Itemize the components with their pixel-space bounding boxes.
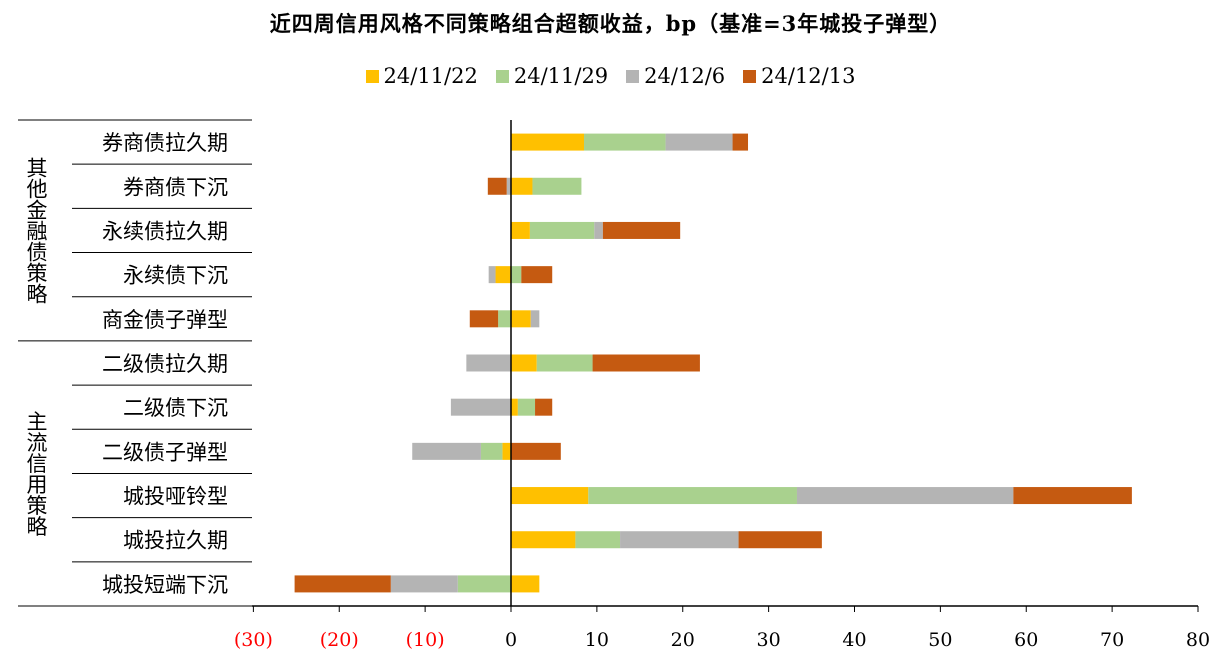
legend-label-s0: 24/11/22 — [383, 64, 478, 88]
bar-5-series-0 — [511, 354, 537, 372]
x-tick-label-4: 10 — [585, 629, 609, 651]
x-tick-label-7: 40 — [842, 629, 866, 651]
bar-0-series-0 — [511, 133, 584, 151]
bar-4-series-0 — [511, 310, 531, 328]
bar-8-series-2 — [796, 487, 1014, 505]
bar-9-series-2 — [620, 531, 739, 549]
legend-swatch-s3 — [743, 69, 757, 83]
legend-label-s1: 24/11/29 — [513, 64, 609, 88]
bar-7-series-3 — [511, 442, 561, 460]
category-label-5: 二级债拉久期 — [102, 352, 228, 376]
legend-swatch-s2 — [626, 69, 640, 83]
x-tick-label-11: 80 — [1186, 629, 1210, 651]
category-label-6: 二级债下沉 — [123, 396, 228, 420]
x-tick-label-0: (30) — [234, 629, 273, 651]
x-tick-label-5: 20 — [671, 629, 695, 651]
bar-0-series-3 — [732, 133, 749, 151]
x-tick-label-9: 60 — [1014, 629, 1038, 651]
bar-3-series-0 — [495, 266, 511, 284]
legend-label-s3: 24/12/13 — [761, 64, 856, 88]
x-tick-label-2: (10) — [406, 629, 445, 651]
bar-9-series-3 — [738, 531, 822, 549]
category-label-7: 二级债子弹型 — [102, 440, 228, 464]
x-tick-label-8: 50 — [928, 629, 952, 651]
bar-5-series-2 — [466, 354, 511, 372]
bar-1-series-0 — [511, 177, 533, 195]
legend-item-s3: 24/12/13 — [743, 64, 855, 88]
bar-4-series-2 — [530, 310, 540, 328]
chart-legend: 24/11/22 24/11/29 24/12/6 24/12/13 — [0, 64, 1221, 88]
chart-title: 近四周信用风格不同策略组合超额收益，bp（基准=3年城投子弹型） — [269, 11, 952, 36]
legend-item-s1: 24/11/29 — [495, 64, 609, 88]
category-label-4: 商金债子弹型 — [102, 308, 228, 332]
category-label-3: 永续债下沉 — [123, 264, 228, 288]
bar-9-series-0 — [511, 531, 576, 549]
bar-6-series-0 — [511, 398, 518, 416]
legend-swatch-s0 — [365, 69, 379, 83]
bar-0-series-1 — [583, 133, 666, 151]
category-label-9: 城投拉久期 — [123, 529, 228, 553]
bar-2-series-3 — [602, 221, 681, 239]
bar-10-series-0 — [511, 575, 540, 593]
bar-10-series-1 — [457, 575, 511, 593]
bar-6-series-2 — [450, 398, 511, 416]
bar-6-series-1 — [517, 398, 536, 416]
category-label-8: 城投哑铃型 — [123, 485, 228, 509]
bar-3-series-1 — [511, 266, 522, 284]
bar-4-series-3 — [469, 310, 499, 328]
legend-label-s2: 24/12/6 — [644, 64, 726, 88]
bar-2-series-0 — [511, 221, 530, 239]
legend-swatch-s1 — [495, 69, 509, 83]
x-tick-label-6: 30 — [757, 629, 781, 651]
group-label-1: 主流信用策略 — [24, 410, 48, 536]
category-label-0: 券商债拉久期 — [102, 131, 228, 155]
bar-2-series-1 — [529, 221, 595, 239]
bar-10-series-2 — [390, 575, 458, 593]
bar-8-series-3 — [1013, 487, 1132, 505]
x-tick-label-1: (20) — [320, 629, 359, 651]
bar-8-series-0 — [511, 487, 589, 505]
bar-10-series-3 — [294, 575, 391, 593]
bar-3-series-3 — [521, 266, 553, 284]
bar-7-series-1 — [480, 442, 503, 460]
bar-2-series-2 — [594, 221, 603, 239]
bar-3-series-2 — [488, 266, 496, 284]
legend-item-s0: 24/11/22 — [365, 64, 478, 88]
bar-9-series-1 — [575, 531, 621, 549]
category-label-2: 永续债拉久期 — [102, 219, 228, 243]
bar-7-series-2 — [412, 442, 481, 460]
legend-item-s2: 24/12/6 — [626, 64, 725, 88]
x-tick-label-10: 70 — [1100, 629, 1124, 651]
bar-1-series-2 — [506, 177, 511, 195]
bar-4-series-1 — [498, 310, 511, 328]
category-label-1: 券商债下沉 — [123, 175, 228, 199]
bar-6-series-3 — [535, 398, 553, 416]
bar-5-series-3 — [592, 354, 700, 372]
group-label-0: 其他金融债策略 — [24, 157, 48, 304]
bar-8-series-1 — [588, 487, 797, 505]
bar-0-series-2 — [665, 133, 733, 151]
category-label-10: 城投短端下沉 — [102, 573, 228, 597]
bar-1-series-3 — [487, 177, 507, 195]
bar-7-series-0 — [502, 442, 511, 460]
bar-1-series-1 — [532, 177, 582, 195]
bar-5-series-1 — [536, 354, 593, 372]
x-tick-label-3: 0 — [505, 629, 517, 651]
